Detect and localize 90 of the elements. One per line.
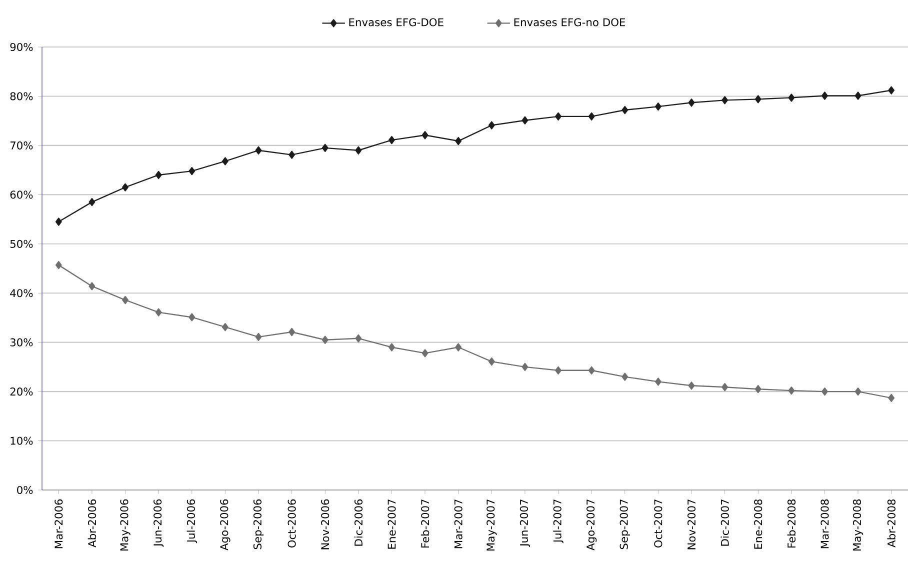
point xyxy=(222,323,228,332)
point xyxy=(722,96,728,104)
point xyxy=(422,131,428,140)
x-tick-label: Oct-2007 xyxy=(654,500,662,548)
point xyxy=(622,372,628,381)
point xyxy=(488,357,495,366)
y-tick-label: 80% xyxy=(10,92,33,100)
point xyxy=(288,328,296,336)
x-tick-label: Jun-2007 xyxy=(520,500,530,547)
x-tick-label: Dic-2006 xyxy=(354,499,363,546)
x-tick-label: Jun-2006 xyxy=(154,499,164,547)
point xyxy=(854,387,862,396)
x-tick-label: May-2007 xyxy=(486,500,497,551)
point xyxy=(888,86,895,94)
x-tick-label: Ene-2008 xyxy=(754,499,762,549)
y-tick-label: 60% xyxy=(10,190,33,199)
point xyxy=(788,94,795,102)
point xyxy=(55,260,62,270)
point xyxy=(822,92,828,100)
point xyxy=(588,112,595,120)
point xyxy=(122,183,128,192)
y-tick-label: 40% xyxy=(10,289,33,298)
point xyxy=(854,92,862,100)
point xyxy=(88,282,96,290)
y-tick-label: 10% xyxy=(10,436,33,445)
x-tick-label: Oct-2006 xyxy=(288,499,296,548)
point xyxy=(222,157,228,166)
y-tick-label: 30% xyxy=(10,338,33,346)
x-tick-label: Dic-2007 xyxy=(720,500,729,546)
x-tick-label: Mar-2008 xyxy=(820,499,829,548)
point xyxy=(455,136,462,146)
y-tick-label: 20% xyxy=(10,388,33,396)
point xyxy=(888,394,895,402)
y-tick-label: 70% xyxy=(10,141,33,150)
legend-label: Envases EFG-no DOE xyxy=(514,18,626,26)
x-tick-label: May-2006 xyxy=(120,499,130,551)
point xyxy=(455,343,462,352)
point xyxy=(422,349,428,358)
x-tick-label: Sep-2006 xyxy=(253,499,264,550)
x-tick-label: May-2008 xyxy=(852,499,864,551)
point xyxy=(688,382,695,390)
point xyxy=(555,112,562,120)
point xyxy=(555,366,562,374)
x-tick-label: Feb-2007 xyxy=(420,500,430,548)
point xyxy=(322,144,328,152)
point xyxy=(788,386,795,395)
x-tick-label: Sep-2007 xyxy=(620,500,630,550)
point xyxy=(688,98,695,107)
point xyxy=(55,218,62,226)
x-tick-label: Jul-2007 xyxy=(553,500,564,544)
x-tick-label: Ago-2006 xyxy=(220,499,230,550)
point xyxy=(822,387,828,396)
point xyxy=(188,313,196,322)
point xyxy=(722,383,728,392)
point xyxy=(155,170,162,180)
point xyxy=(388,343,395,352)
point xyxy=(122,296,128,304)
point xyxy=(388,136,395,144)
point xyxy=(588,366,595,374)
point xyxy=(155,308,162,316)
x-tick-label: Mar-2006 xyxy=(54,499,63,548)
x-tick-label: Feb-2008 xyxy=(787,499,796,548)
point xyxy=(488,121,495,130)
y-tick-label: 50% xyxy=(10,240,33,248)
x-tick-label: Abr-2008 xyxy=(887,499,896,548)
x-tick-label: Ago-2007 xyxy=(586,500,597,550)
point xyxy=(322,336,328,344)
x-tick-label: Ene-2007 xyxy=(388,500,396,549)
x-tick-label: Nov-2007 xyxy=(687,500,696,550)
legend-label: Envases EFG-DOE xyxy=(349,18,444,26)
point xyxy=(288,150,296,159)
point xyxy=(255,332,262,341)
y-tick-label: 0% xyxy=(17,486,33,494)
y-tick-label: 90% xyxy=(10,42,33,52)
point xyxy=(88,198,96,206)
point xyxy=(355,146,362,154)
point xyxy=(654,102,662,111)
point xyxy=(754,95,762,104)
point xyxy=(654,378,662,386)
point xyxy=(255,146,262,154)
x-tick-label: Abr-2006 xyxy=(88,499,96,548)
x-tick-label: Nov-2006 xyxy=(321,499,330,550)
x-tick-label: Mar-2007 xyxy=(454,500,462,548)
point xyxy=(188,166,196,176)
point xyxy=(522,116,528,124)
point xyxy=(355,334,362,342)
x-tick-label: Jul-2006 xyxy=(186,499,198,544)
point xyxy=(622,106,628,114)
point xyxy=(522,362,528,372)
point xyxy=(754,385,762,394)
